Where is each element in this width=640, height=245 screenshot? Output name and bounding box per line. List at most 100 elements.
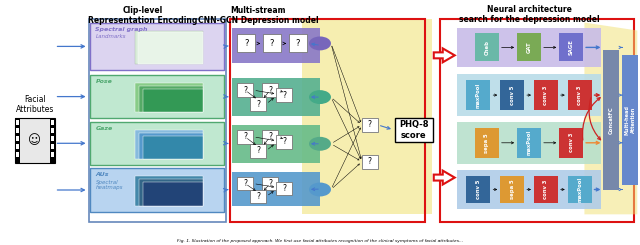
Bar — [457, 170, 602, 209]
Bar — [262, 130, 278, 144]
Bar — [395, 118, 433, 142]
Bar — [140, 86, 204, 112]
Text: sepa 5: sepa 5 — [484, 133, 490, 153]
Text: ?: ? — [256, 192, 260, 201]
Bar — [143, 182, 204, 206]
Bar — [136, 130, 204, 159]
Bar — [90, 122, 224, 165]
Bar — [262, 83, 278, 97]
Text: Spectral
heatmaps: Spectral heatmaps — [95, 180, 123, 190]
Bar — [276, 135, 292, 149]
Text: maxPool: maxPool — [527, 130, 532, 155]
Polygon shape — [302, 19, 432, 214]
Bar — [15, 120, 19, 125]
Text: ☺: ☺ — [28, 134, 41, 147]
Text: Multi-stream
CNN-GCN Depression model: Multi-stream CNN-GCN Depression model — [198, 6, 319, 25]
Bar — [90, 168, 224, 212]
Bar — [500, 176, 524, 203]
Text: Spectral graph: Spectral graph — [95, 26, 148, 32]
Bar — [604, 50, 620, 189]
Text: ?: ? — [270, 39, 275, 48]
Bar — [276, 182, 292, 196]
Text: conv 5: conv 5 — [509, 86, 515, 105]
Bar — [15, 144, 19, 149]
Ellipse shape — [309, 37, 331, 50]
Bar — [232, 27, 320, 63]
Text: ?: ? — [243, 179, 247, 188]
Bar — [138, 33, 204, 64]
Text: ?: ? — [268, 179, 272, 188]
Text: ?: ? — [268, 86, 272, 95]
Text: conv 3: conv 3 — [569, 133, 573, 152]
Bar — [51, 120, 54, 125]
Text: conv 3: conv 3 — [543, 180, 548, 199]
Ellipse shape — [309, 137, 331, 151]
Bar — [90, 75, 224, 118]
Bar — [517, 128, 541, 158]
Bar — [559, 128, 583, 158]
Bar — [457, 122, 602, 164]
Bar — [289, 35, 307, 52]
Bar — [534, 80, 558, 110]
Bar — [88, 19, 226, 222]
Bar — [568, 80, 591, 110]
Text: maxPool: maxPool — [476, 83, 481, 108]
Bar — [475, 34, 499, 61]
Bar — [622, 55, 638, 184]
Text: ?: ? — [244, 39, 248, 48]
Text: Clip-level
Representation Encoding: Clip-level Representation Encoding — [88, 6, 197, 25]
Bar — [51, 136, 54, 141]
Bar — [237, 83, 253, 97]
Text: Neural architecture
search for the depression model: Neural architecture search for the depre… — [460, 5, 600, 24]
Bar — [467, 176, 490, 203]
Text: Multi-head
Attention: Multi-head Attention — [625, 105, 636, 135]
Bar — [232, 172, 320, 206]
Text: sepa 5: sepa 5 — [509, 180, 515, 199]
Text: PHQ-8
score: PHQ-8 score — [399, 120, 429, 140]
Polygon shape — [434, 171, 454, 184]
Bar — [237, 177, 253, 191]
Text: Facial
Attributes: Facial Attributes — [17, 95, 55, 114]
Text: Gaze: Gaze — [95, 126, 113, 131]
Bar — [263, 35, 281, 52]
Bar — [276, 88, 292, 102]
Text: AUs: AUs — [95, 172, 109, 177]
Bar — [559, 34, 583, 61]
Text: ?: ? — [256, 99, 260, 109]
Text: GAT: GAT — [527, 42, 532, 53]
Text: ConcatFC: ConcatFC — [609, 106, 614, 134]
Bar — [362, 118, 378, 132]
Bar — [51, 128, 54, 133]
Text: Fig. 1. Illustration of the proposed approach. We first use facial attributes re: Fig. 1. Illustration of the proposed app… — [177, 239, 463, 243]
Bar — [232, 78, 320, 116]
Bar — [136, 83, 204, 112]
Bar — [140, 179, 204, 206]
Bar — [136, 176, 204, 206]
Bar — [49, 118, 54, 163]
Bar — [136, 31, 204, 64]
Bar — [568, 176, 591, 203]
Text: ?: ? — [282, 91, 286, 100]
Bar — [250, 189, 266, 203]
Bar — [90, 23, 224, 70]
Text: ?: ? — [243, 86, 247, 95]
Bar — [15, 152, 19, 157]
Bar — [440, 19, 634, 222]
Text: maxPool: maxPool — [577, 177, 582, 202]
Bar — [517, 34, 541, 61]
Text: Landmarks: Landmarks — [95, 35, 126, 39]
Bar — [475, 128, 499, 158]
Bar — [250, 144, 266, 158]
Text: Cheb: Cheb — [484, 40, 490, 55]
Bar — [467, 80, 490, 110]
Bar — [15, 136, 19, 141]
Text: ?: ? — [256, 146, 260, 155]
Bar — [500, 80, 524, 110]
Text: ?: ? — [368, 120, 372, 129]
Text: conv 3: conv 3 — [577, 86, 582, 105]
Bar — [51, 144, 54, 149]
Text: SAGE: SAGE — [569, 39, 573, 55]
Bar — [15, 118, 20, 163]
Bar — [262, 177, 278, 191]
Bar — [15, 118, 54, 163]
